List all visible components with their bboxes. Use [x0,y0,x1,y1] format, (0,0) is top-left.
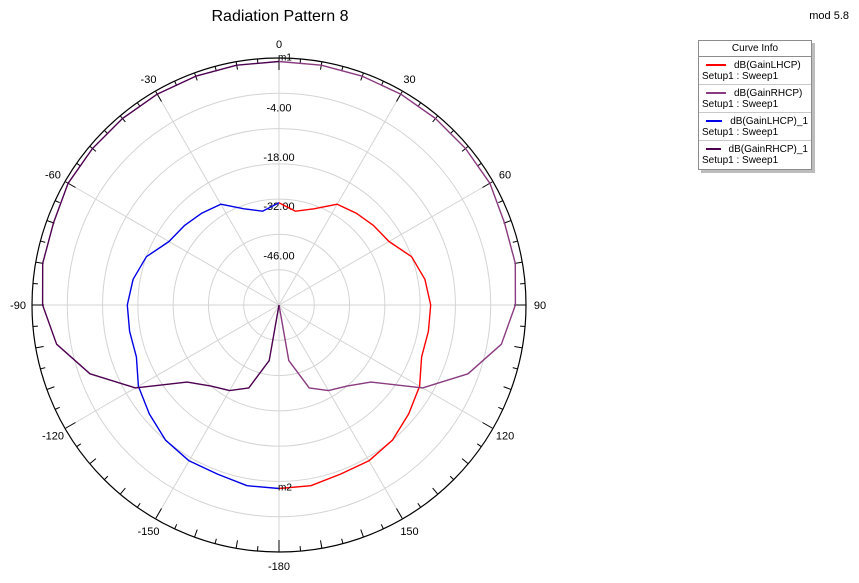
grid-spoke [64,304,280,429]
corner-label: mod 5.8 [809,10,849,22]
angle-tick-mark [498,200,504,204]
angle-tick-mark [482,181,494,188]
angle-tick-mark [476,443,482,448]
angle-tick-mark [214,538,217,544]
angle-tick-mark [235,540,238,549]
angle-tick-mark [40,367,46,370]
angle-tick-label: -180 [268,561,290,573]
legend-entry[interactable]: dB(GainLHCP)_1 Setup1 : Sweep1 [699,113,811,141]
legend-entry[interactable]: dB(GainLHCP) Setup1 : Sweep1 [699,57,811,85]
legend[interactable]: Curve Info dB(GainLHCP) Setup1 : Sweep1 … [698,40,812,170]
legend-setup: Setup1 : Sweep1 [702,155,779,166]
angle-tick-mark [40,240,46,243]
angle-tick-mark [103,475,109,481]
angle-tick-mark [155,90,162,102]
angle-tick-mark [498,406,504,410]
angle-tick-mark [396,90,403,102]
series-line [126,202,280,490]
angle-tick-mark [119,487,126,495]
angle-tick-label: -90 [10,300,26,312]
legend-setup: Setup1 : Sweep1 [702,127,779,138]
angle-tick-mark [341,538,344,544]
angle-tick-mark [417,502,422,508]
legend-series-name: dB(GainRHCP)_1 [728,143,808,155]
grid-spoke [278,90,403,306]
angle-tick-mark [89,458,97,465]
series-line [41,60,280,392]
angle-tick-mark [320,540,323,549]
angle-tick-mark [194,529,198,538]
polar-plot: 0 30 60 90 120 150 -180 -150 -120 -90 -60 -30 -46.00… [10,39,546,573]
angle-tick-mark [449,475,455,481]
angle-tick-label: -120 [42,431,64,443]
grid-spoke [155,90,280,306]
radial-tick-label: -46.00 [263,251,294,263]
grid-spoke [64,181,280,306]
angle-tick-label: 0 [276,39,282,51]
marker-label: m2 [278,482,292,493]
angle-tick-mark [64,181,76,188]
legend-header: Curve Info [699,41,811,57]
angle-tick-mark [461,458,469,465]
angle-tick-mark [54,200,60,204]
angle-tick-label: 120 [496,431,514,443]
angle-tick-mark [46,386,55,390]
angle-tick-label: -60 [45,170,61,182]
angle-tick-mark [482,422,494,429]
series-line [278,202,432,490]
angle-tick-mark [396,508,403,520]
marker-label: m1 [278,53,292,64]
chart-title: Radiation Pattern 8 [211,8,349,25]
radial-tick-label: -18.00 [263,152,294,164]
legend-series-name: dB(GainLHCP)_1 [730,115,808,127]
angle-tick-mark [64,422,76,429]
angle-tick-mark [54,406,60,410]
legend-swatch [706,64,726,66]
legend-series-name: dB(GainLHCP) [734,59,801,71]
angle-tick-mark [432,487,439,495]
legend-swatch [706,92,726,94]
legend-swatch [706,120,723,122]
legend-entry[interactable]: dB(GainRHCP)_1 Setup1 : Sweep1 [699,141,811,169]
angle-tick-label: 30 [403,74,415,86]
legend-setup: Setup1 : Sweep1 [702,99,779,110]
radial-tick-label: -4.00 [266,102,291,114]
legend-entry[interactable]: dB(GainRHCP) Setup1 : Sweep1 [699,85,811,113]
series-line [278,60,517,392]
angle-tick-label: 90 [534,300,546,312]
angle-tick-mark [514,346,523,349]
angle-tick-label: 150 [400,526,418,538]
grid-spoke [278,304,494,429]
grid-spoke [278,304,403,520]
radial-tick-label: -32.00 [263,201,294,213]
angle-tick-mark [174,524,178,530]
angle-tick-mark [360,529,364,538]
angle-tick-label: -30 [141,74,157,86]
legend-setup: Setup1 : Sweep1 [702,71,779,82]
angle-tick-label: -150 [137,526,159,538]
angle-tick-mark [503,386,512,390]
angle-tick-mark [35,346,44,349]
angle-tick-mark [136,502,141,508]
legend-swatch [706,148,721,150]
angle-tick-mark [76,443,82,448]
angle-tick-label: 60 [499,170,511,182]
angle-tick-mark [512,240,518,243]
legend-series-name: dB(GainRHCP) [734,87,803,99]
angle-tick-mark [512,367,518,370]
grid-spoke [155,304,280,520]
angle-tick-mark [380,524,384,530]
grid-spoke [278,181,494,306]
angle-tick-mark [155,508,162,520]
